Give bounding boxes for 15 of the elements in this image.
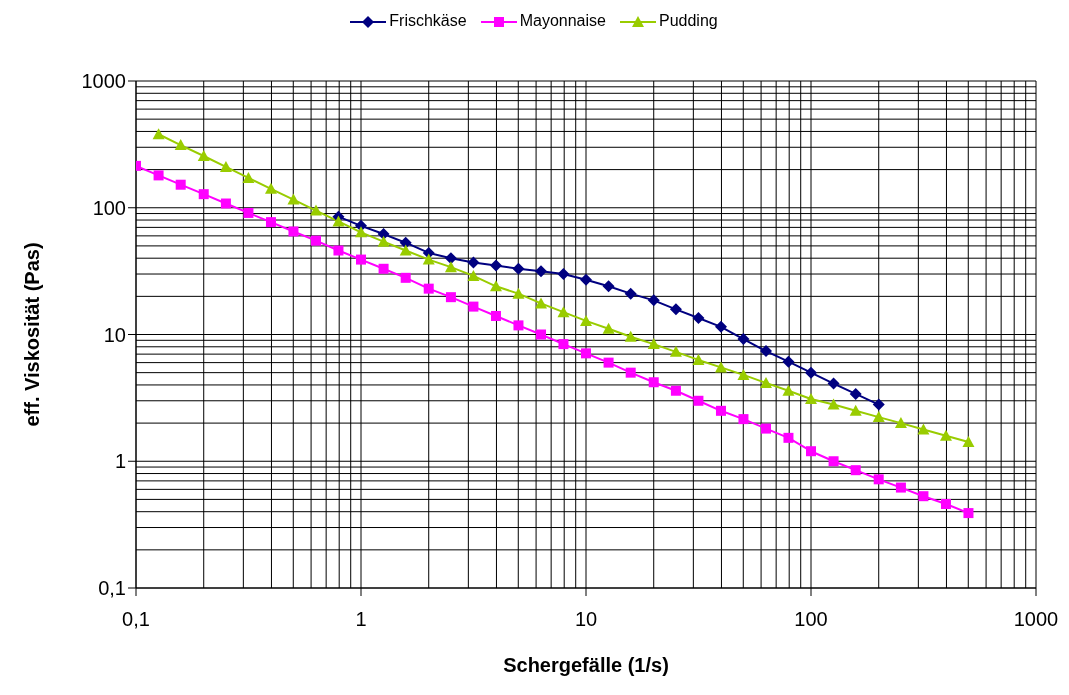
y-tick-label: 0,1 [98, 577, 126, 600]
x-tick-label: 1 [355, 608, 367, 631]
legend-label: Mayonnaise [518, 12, 606, 30]
x-tick-label: 0,1 [122, 608, 150, 631]
y-tick-label: 1 [114, 450, 126, 473]
y-axis-title: eff. Viskosität (Pas) [21, 242, 44, 427]
x-tick-label: 100 [794, 608, 828, 631]
y-tick-label: 10 [103, 323, 126, 346]
y-tick-label: 100 [92, 196, 126, 219]
y-tick-label: 1000 [81, 70, 126, 93]
x-axis-title: Schergefälle (1/s) [503, 654, 669, 676]
legend-label: Frischkäse [388, 12, 467, 30]
x-tick-label: 10 [574, 608, 598, 631]
legend-label: Pudding [657, 12, 718, 30]
x-tick-label: 1000 [1013, 608, 1059, 631]
